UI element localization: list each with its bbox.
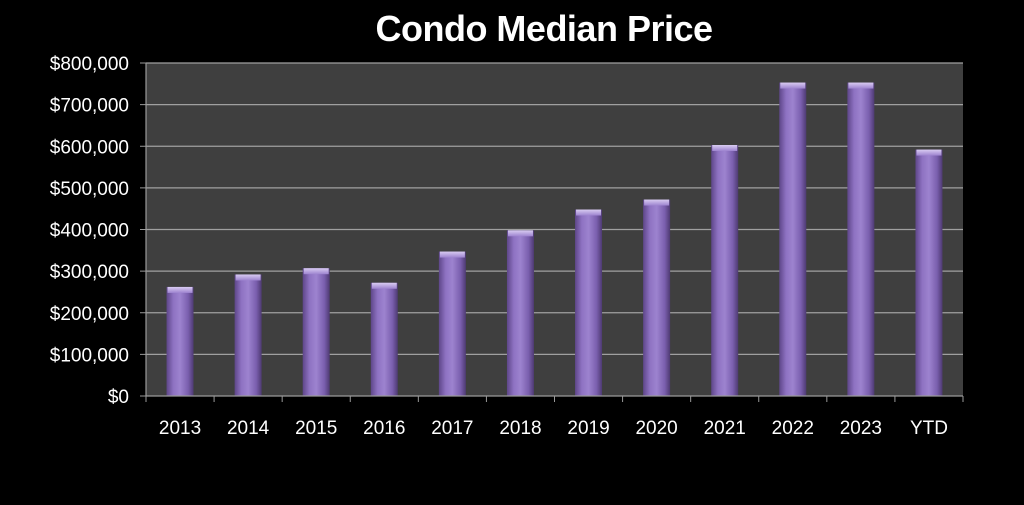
y-tick-label: $800,000	[50, 54, 129, 75]
x-tick-label: 2016	[363, 418, 405, 439]
bar-body	[915, 149, 943, 396]
y-tick-label: $400,000	[50, 221, 129, 242]
bar-body	[506, 230, 534, 396]
bar-cap	[780, 82, 806, 89]
bar	[847, 82, 875, 396]
bar-cap	[371, 282, 397, 289]
x-tick-label: 2013	[159, 418, 201, 439]
bar	[575, 209, 603, 396]
bar-body	[575, 209, 603, 396]
x-tick-label: 2020	[635, 418, 677, 439]
x-tick-label: 2023	[840, 418, 882, 439]
bar	[779, 82, 807, 396]
bar-cap	[507, 230, 533, 237]
bar	[234, 274, 262, 396]
bar-cap	[644, 199, 670, 206]
bar-body	[847, 82, 875, 396]
bar-body	[234, 274, 262, 396]
y-tick-label: $600,000	[50, 137, 129, 158]
bar	[370, 282, 398, 396]
bar-cap	[303, 268, 329, 275]
bar-body	[779, 82, 807, 396]
bar-body	[643, 199, 671, 396]
bar	[302, 268, 330, 396]
y-tick-label: $300,000	[50, 262, 129, 283]
bar-body	[370, 282, 398, 396]
x-tick-label: 2019	[567, 418, 609, 439]
bar	[166, 286, 194, 396]
bar	[438, 251, 466, 396]
bar-cap	[167, 286, 193, 293]
bar-cap	[576, 209, 602, 216]
bar-body	[166, 286, 194, 396]
x-tick-label: 2014	[227, 418, 270, 439]
x-tick-label: YTD	[910, 418, 948, 439]
y-tick-label: $700,000	[50, 96, 129, 117]
bar-cap	[712, 145, 738, 152]
x-tick-label: 2021	[704, 418, 746, 439]
y-tick-label: $100,000	[50, 345, 129, 366]
y-tick-label: $500,000	[50, 179, 129, 200]
x-tick-label: 2022	[772, 418, 814, 439]
chart-title: Condo Median Price	[375, 8, 713, 49]
x-tick-label: 2018	[499, 418, 541, 439]
x-tick-label: 2017	[431, 418, 473, 439]
bar-body	[711, 145, 739, 396]
x-tick-label: 2015	[295, 418, 337, 439]
y-tick-label: $0	[108, 387, 129, 408]
bar	[506, 230, 534, 396]
bar-cap	[439, 251, 465, 258]
bar-cap	[848, 82, 874, 89]
bar	[915, 149, 943, 396]
bar-cap	[235, 274, 261, 281]
y-tick-label: $200,000	[50, 304, 129, 325]
bar-cap	[916, 149, 942, 156]
bar-body	[438, 251, 466, 396]
bar	[643, 199, 671, 396]
bar-body	[302, 268, 330, 396]
bar	[711, 145, 739, 396]
